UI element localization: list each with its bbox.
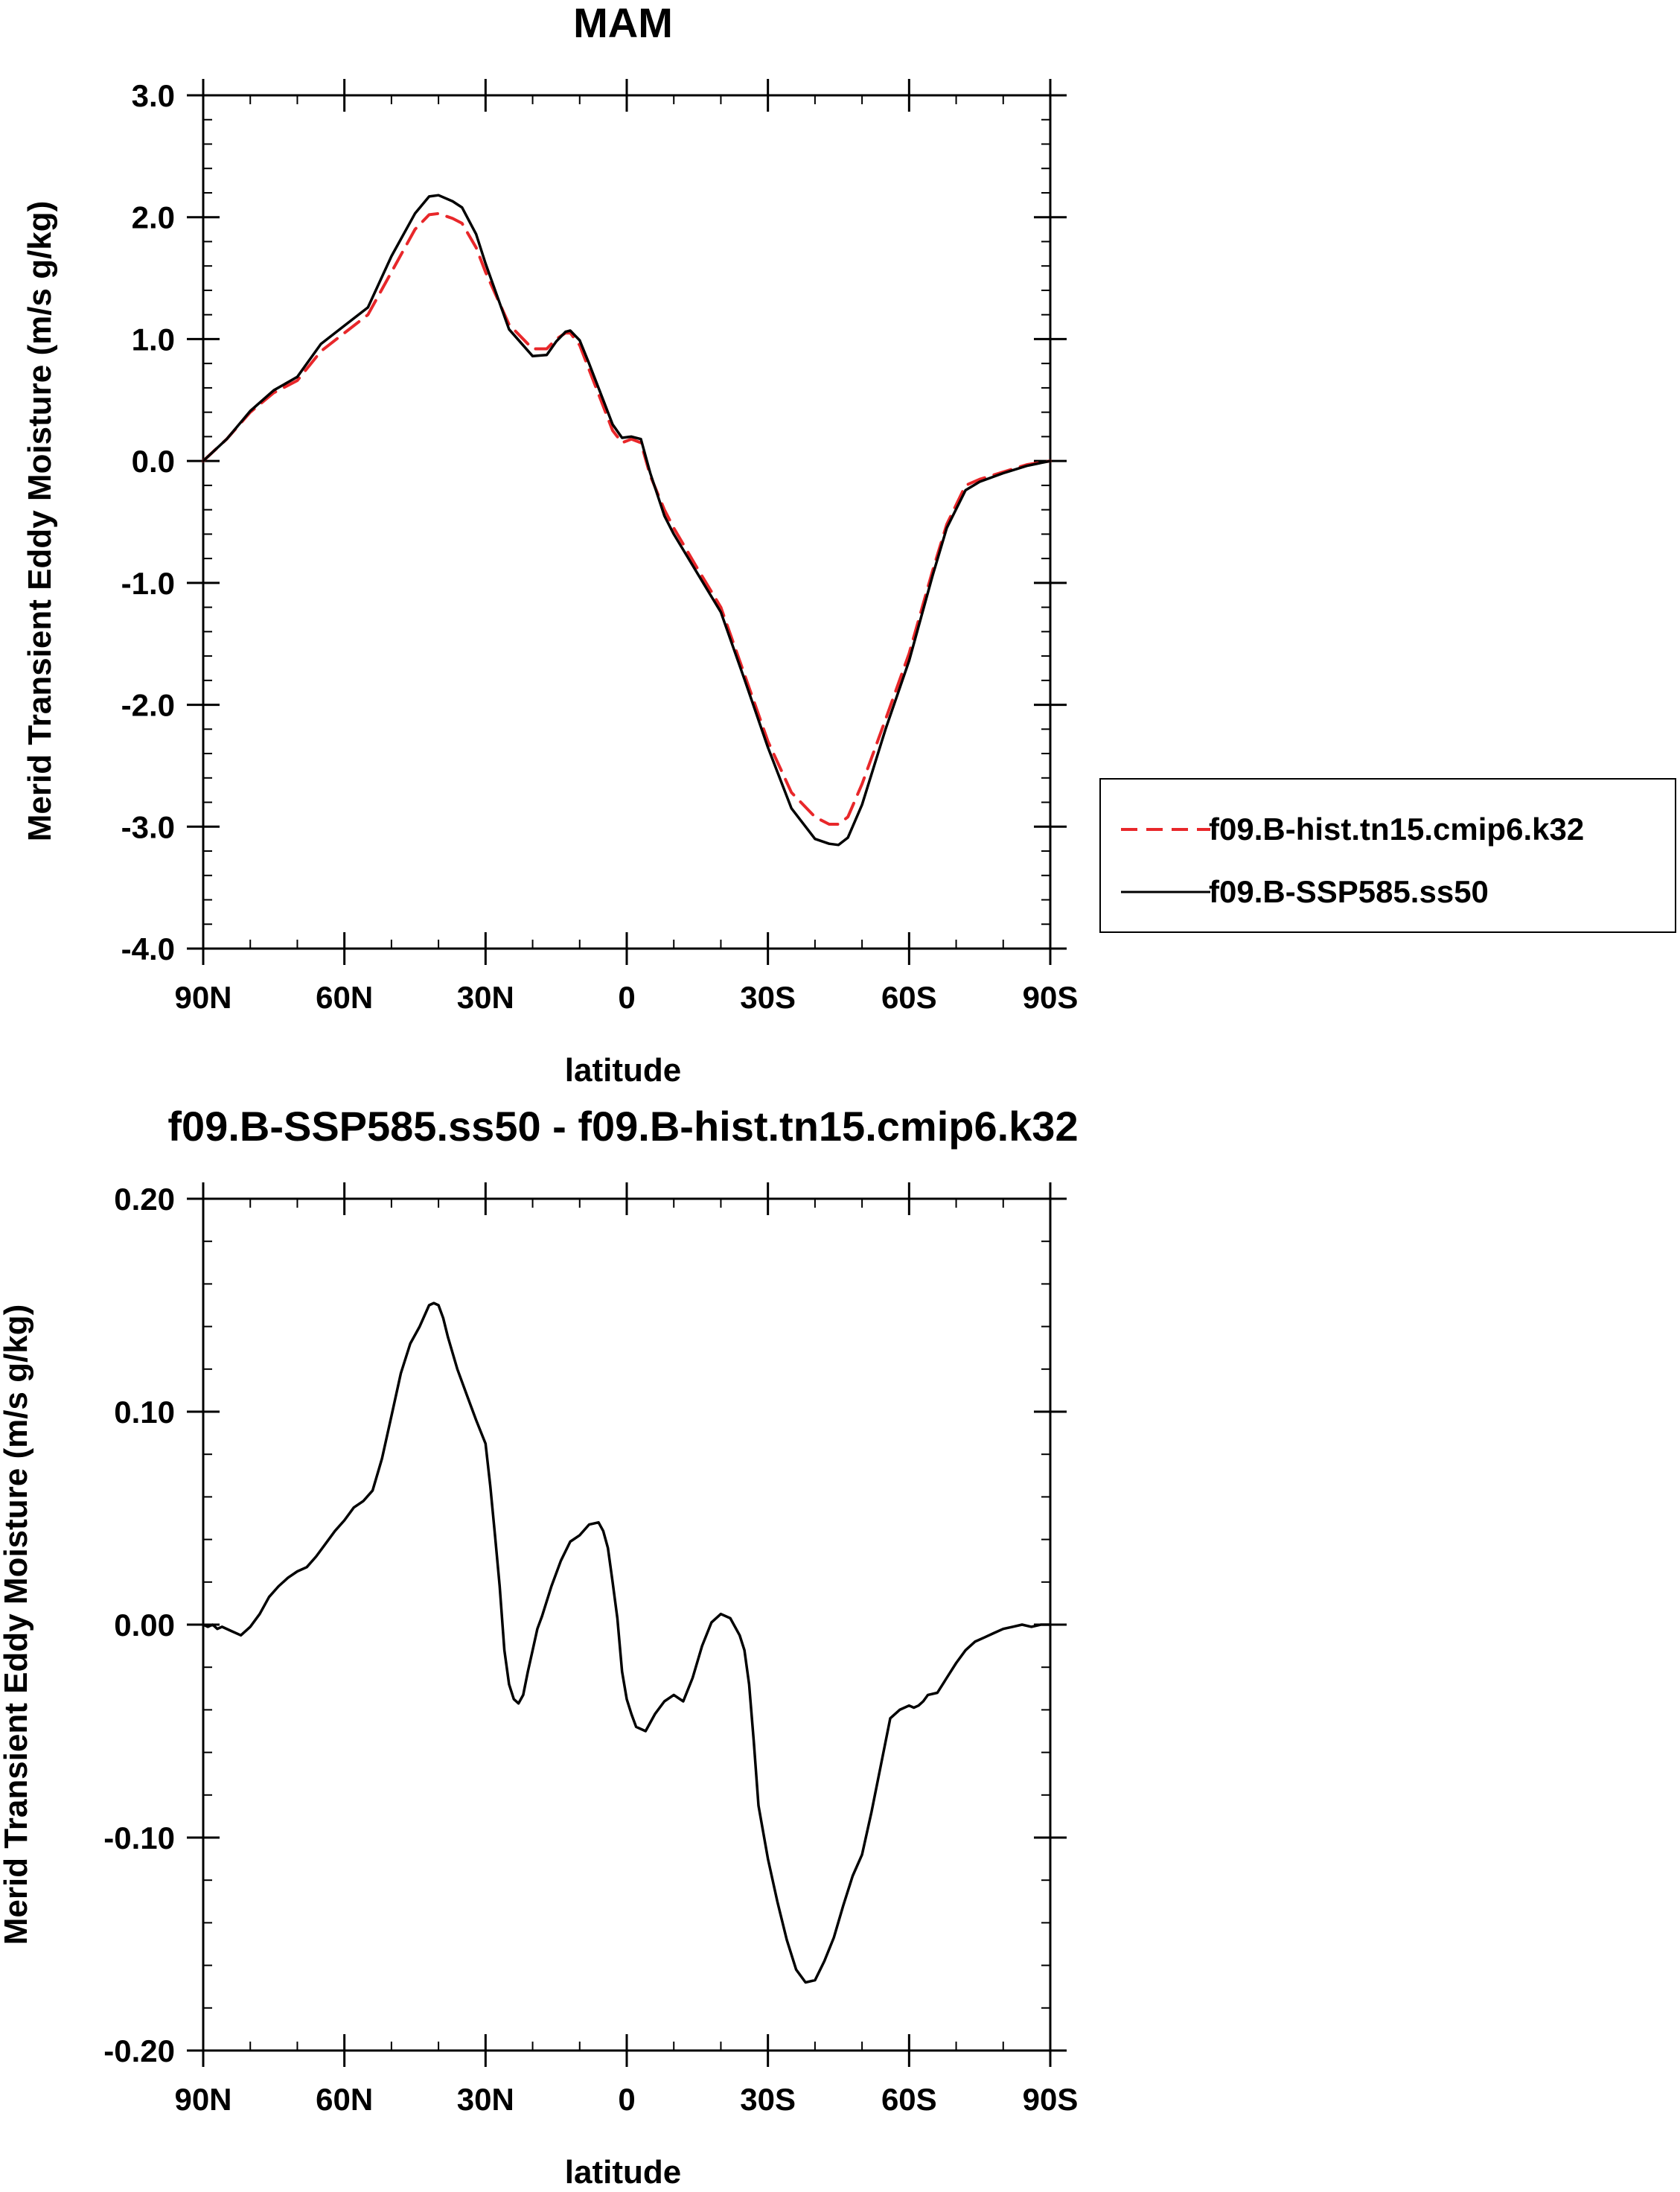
legend-label-hist: f09.B-hist.tn15.cmip6.k32 xyxy=(1209,812,1584,847)
bottom-panel: f09.B-SSP585.ss50 - f09.B-hist.tn15.cmip… xyxy=(0,1103,1079,2191)
series-line-0 xyxy=(202,1302,1052,1984)
top-panel: MAM 90N 60N 30N 0 30S 60S 90S -4.0 -3.0 -2.0 -1.0 0… xyxy=(22,0,1676,1089)
x-tick-label: 0 xyxy=(618,2082,635,2117)
top-panel-title: MAM xyxy=(573,0,673,46)
y-tick-label: -1.0 xyxy=(121,566,175,601)
y-tick-label: 0.20 xyxy=(114,1182,175,1217)
y-tick-label: 1.0 xyxy=(132,322,175,357)
x-tick-label: 90N xyxy=(174,980,231,1015)
top-panel-plot-area: 90N 60N 30N 0 30S 60S 90S -4.0 -3.0 -2.0 -1.0 0.0 1.… xyxy=(121,78,1079,1015)
legend-box xyxy=(1099,778,1676,933)
x-tick-label: 30S xyxy=(740,2082,796,2117)
y-tick-label: 0.10 xyxy=(114,1395,175,1430)
y-tick-label: -2.0 xyxy=(121,688,175,723)
y-tick-label: 0.0 xyxy=(132,444,175,479)
x-tick-label: 0 xyxy=(618,980,635,1015)
y-tick-label: 0.00 xyxy=(114,1608,175,1643)
y-tick-label: -0.10 xyxy=(103,1820,175,1855)
top-panel-xlabel: latitude xyxy=(565,1052,681,1089)
x-tick-label: 90S xyxy=(1023,2082,1079,2117)
y-tick-label: 3.0 xyxy=(132,78,175,113)
bottom-panel-plot-area: 90N 60N 30N 0 30S 60S 90S -0.20 -0.10 0.00 0.10 0.2… xyxy=(103,1182,1078,2117)
top-panel-ylabel: Merid Transient Eddy Moisture (m/s g/kg) xyxy=(22,201,58,842)
series-line-1 xyxy=(202,194,1052,847)
y-tick-label: -0.20 xyxy=(103,2033,175,2068)
y-tick-label: -4.0 xyxy=(121,931,175,966)
x-tick-label: 90S xyxy=(1023,980,1079,1015)
top-panel-legend: f09.B-hist.tn15.cmip6.k32 f09.B-SSP585.s… xyxy=(1099,778,1676,933)
x-tick-label: 30S xyxy=(740,980,796,1015)
x-tick-label: 90N xyxy=(174,2082,231,2117)
x-tick-label: 30N xyxy=(457,980,514,1015)
bottom-panel-ylabel: Merid Transient Eddy Moisture (m/s g/kg) xyxy=(0,1304,34,1946)
x-tick-label: 60N xyxy=(316,2082,373,2117)
x-tick-label: 60S xyxy=(881,2082,937,2117)
x-tick-label: 30N xyxy=(457,2082,514,2117)
series-line-0 xyxy=(202,211,1052,826)
x-tick-label: 60S xyxy=(881,980,937,1015)
y-tick-label: -3.0 xyxy=(121,809,175,844)
bottom-panel-xlabel: latitude xyxy=(565,2154,681,2191)
bottom-panel-title: f09.B-SSP585.ss50 - f09.B-hist.tn15.cmip… xyxy=(167,1103,1078,1150)
y-tick-label: 2.0 xyxy=(132,200,175,235)
x-tick-label: 60N xyxy=(316,980,373,1015)
legend-label-ssp: f09.B-SSP585.ss50 xyxy=(1209,874,1489,909)
